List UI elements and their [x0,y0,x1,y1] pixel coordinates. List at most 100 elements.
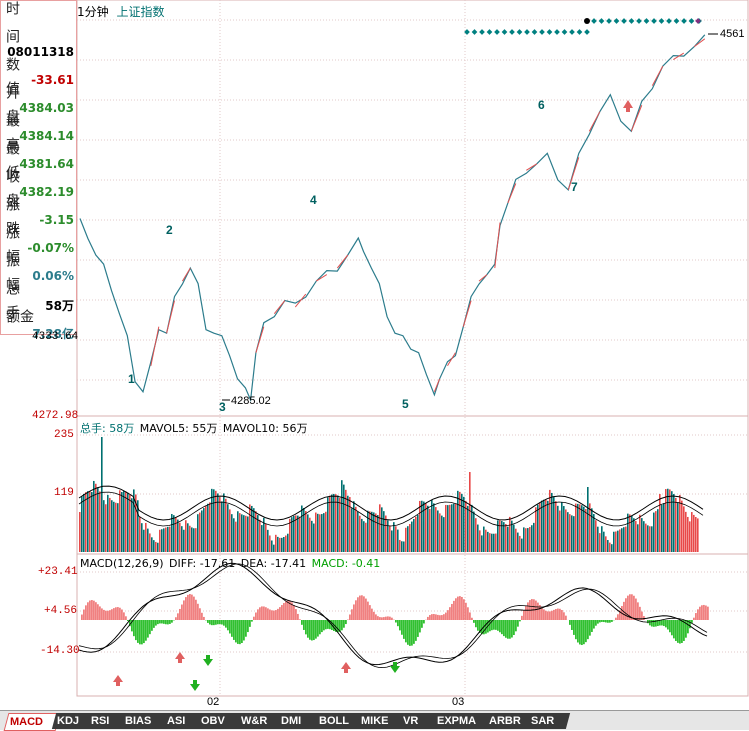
volume-bar [673,494,675,552]
signal-diamond [636,18,642,24]
volume-bar [653,513,655,552]
macd-bar [113,608,115,620]
macd-bar [693,618,695,620]
volume-bar [623,527,625,552]
tab-sar[interactable]: SAR [526,713,570,729]
macd-bar [85,605,87,620]
volume-bar [577,504,579,552]
volume-bar [479,530,481,552]
volume-bar [269,535,271,552]
volume-bar [625,527,627,552]
tab-bias[interactable]: BIAS [120,713,168,729]
macd-bar [165,620,167,624]
macd-bar [317,620,319,637]
macd-bar [199,608,201,620]
volume-bar [515,529,517,552]
volume-total: 总手: 58万 [80,422,134,435]
volume-bar [251,506,253,552]
macd-bar [701,605,703,620]
volume-bar [569,514,571,552]
volume-bar [341,480,343,552]
volume-bar [559,511,561,552]
tab-arbr[interactable]: ARBR [484,713,532,729]
tab-mike[interactable]: MIKE [356,713,404,729]
volume-bar [495,534,497,552]
volume-bar [583,507,585,552]
macd-bar [465,603,467,620]
macd-bar [689,620,691,628]
macd-bar [467,607,469,620]
macd-bar [429,615,431,620]
macd-bar [281,605,283,620]
volume-bar [685,512,687,552]
macd-bar [295,609,297,620]
volume-bar [289,519,291,552]
volume-bar [109,498,111,552]
volume-bar [681,501,683,552]
volume-bar [417,515,419,552]
macd-bar [223,620,225,626]
macd-bar [439,615,441,620]
macd-bar [95,602,97,620]
macd-bar [543,609,545,620]
wave-label-7: 7 [571,180,578,194]
macd-bar [411,620,413,646]
buy-arrow-icon [341,662,351,673]
macd-bar [103,610,105,620]
macd-bar [135,620,137,640]
interval-label[interactable]: 1分钟 [77,5,109,19]
volume-bar [159,530,161,552]
volume-bar [297,516,299,552]
volume-bar [599,533,601,552]
volume-bar [691,512,693,552]
volume-bar [605,536,607,552]
volume-bar [469,472,471,552]
volume-bar [467,506,469,552]
volume-bar [207,504,209,552]
volume-bar [235,522,237,552]
volume-axis-label-2: 119 [54,487,74,499]
volume-bar [255,511,257,552]
tab-wr[interactable]: W&R [236,713,282,729]
volume-bar [415,517,417,552]
volume-bar [87,491,89,552]
macd-bar [523,611,525,620]
signal-diamond [599,18,605,24]
macd-bar [301,620,303,625]
volume-bar [425,503,427,552]
volume-bar [349,497,351,552]
macd-bar [375,614,377,620]
volume-bar [589,503,591,552]
volume-bar [393,522,395,552]
sell-arrow-icon [190,680,200,691]
chart-title: 1分钟 上证指数 [77,3,164,20]
volume-bar [613,532,615,552]
tab-boll[interactable]: BOLL [314,713,362,729]
macd-bar [233,620,235,640]
volume-bar [511,521,513,552]
tab-obv[interactable]: OBV [196,713,242,729]
index-name[interactable]: 上证指数 [116,5,164,19]
volume-bar [579,504,581,552]
volume-bar [473,512,475,552]
macd-bar [121,609,123,620]
volume-bar [647,525,649,552]
macd-bar [673,620,675,638]
macd-bar [303,620,305,630]
volume-bar [645,524,647,552]
volume-bar [539,502,541,552]
macd-bar [661,620,663,625]
tab-expma[interactable]: EXPMA [432,713,490,729]
volume-bar [103,500,105,552]
macd-bar [545,611,547,620]
macd-bar [267,608,269,620]
macd-bar [651,620,653,627]
volume-bar [437,510,439,552]
macd-bar [209,620,211,624]
volume-bar [527,528,529,552]
macd-bar [229,620,231,633]
tab-label: ASI [167,713,185,729]
volume-bar [603,532,605,552]
wave-label-3: 3 [219,400,226,414]
